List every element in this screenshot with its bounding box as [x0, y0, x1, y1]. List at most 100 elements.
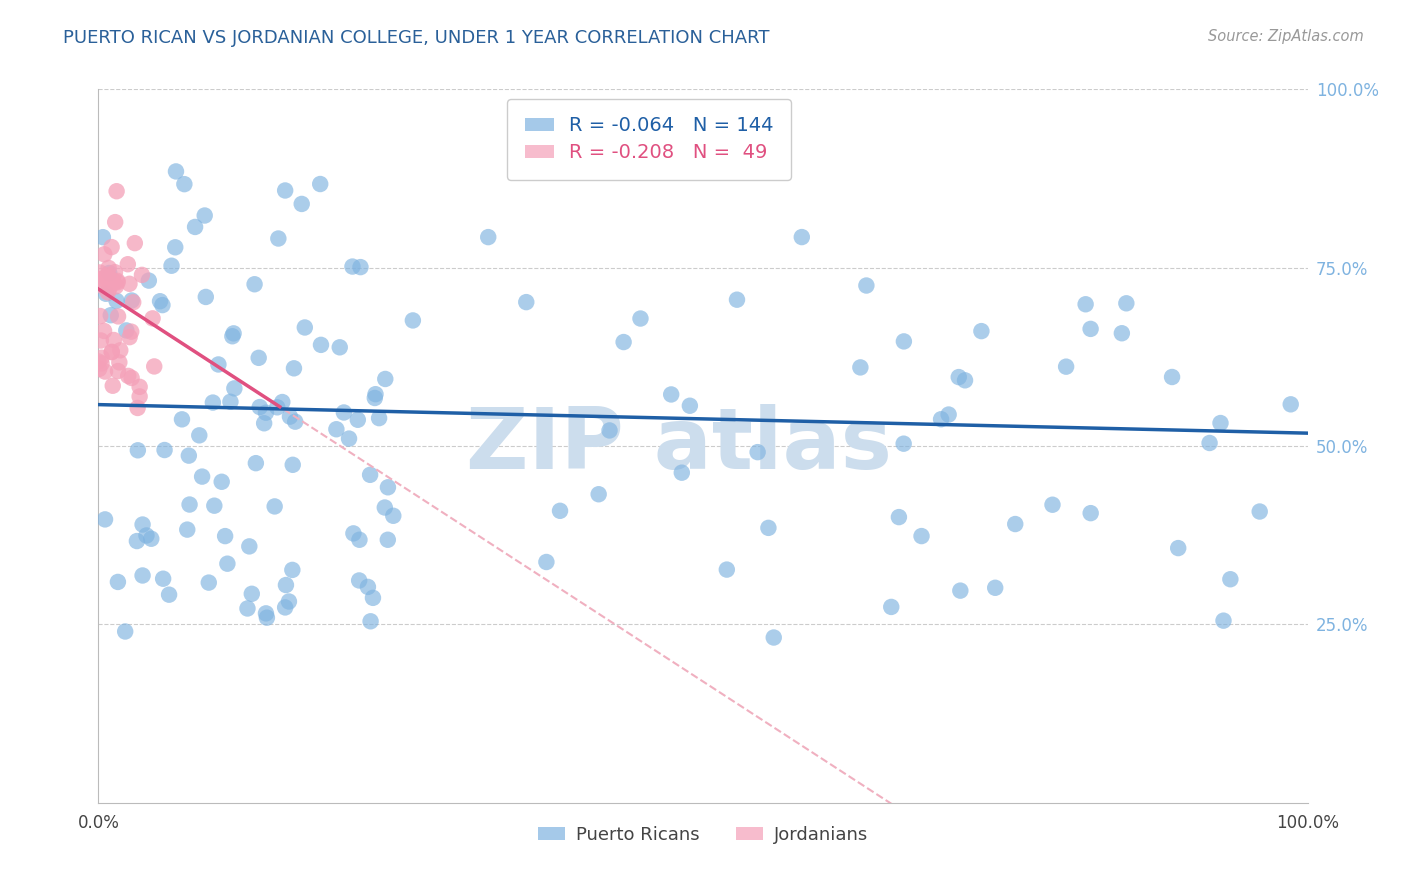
Point [329, 340, 352, 354]
Point [160, 259, 183, 273]
Point [121, 293, 143, 308]
Point [179, 498, 201, 512]
Point [202, 499, 225, 513]
Point [294, 320, 316, 334]
Point [274, 600, 297, 615]
Point [157, 588, 180, 602]
Text: PUERTO RICAN VS JORDANIAN COLLEGE, UNDER 1 YEAR CORRELATION CHART: PUERTO RICAN VS JORDANIAN COLLEGE, UNDER… [63, 29, 769, 46]
Point [1115, 296, 1137, 310]
Point [131, 517, 153, 532]
Point [361, 591, 384, 605]
Point [128, 389, 150, 403]
Point [128, 380, 150, 394]
Point [104, 215, 127, 229]
Point [333, 405, 356, 419]
Point [110, 343, 132, 358]
Point [1198, 436, 1220, 450]
Point [254, 607, 277, 621]
Point [117, 368, 139, 383]
Point [588, 487, 610, 501]
Point [90, 351, 112, 365]
Point [679, 399, 702, 413]
Point [89, 272, 111, 286]
Point [100, 240, 122, 254]
Point [194, 209, 217, 223]
Point [1219, 572, 1241, 586]
Point [131, 268, 153, 282]
Point [880, 599, 903, 614]
Point [671, 466, 693, 480]
Point [91, 230, 114, 244]
Point [115, 323, 138, 337]
Point [93, 247, 115, 261]
Point [337, 432, 360, 446]
Point [165, 240, 187, 254]
Point [236, 601, 259, 615]
Point [402, 313, 425, 327]
Point [274, 184, 297, 198]
Point [222, 326, 245, 341]
Point [207, 358, 229, 372]
Point [188, 428, 211, 442]
Point [247, 351, 270, 365]
Point [131, 568, 153, 582]
Point [284, 415, 307, 429]
Point [118, 330, 141, 344]
Point [211, 475, 233, 489]
Point [142, 311, 165, 326]
Point [90, 278, 112, 293]
Point [477, 230, 499, 244]
Point [105, 184, 128, 198]
Point [953, 373, 976, 387]
Point [107, 274, 129, 288]
Point [98, 283, 121, 297]
Point [283, 361, 305, 376]
Point [515, 295, 537, 310]
Point [217, 557, 239, 571]
Point [790, 230, 813, 244]
Point [377, 533, 399, 547]
Point [138, 274, 160, 288]
Point [1080, 322, 1102, 336]
Point [1111, 326, 1133, 341]
Point [177, 449, 200, 463]
Point [127, 401, 149, 415]
Point [90, 356, 112, 370]
Point [89, 309, 111, 323]
Point [89, 362, 111, 376]
Point [1080, 506, 1102, 520]
Point [91, 272, 114, 286]
Point [249, 400, 271, 414]
Point [325, 422, 347, 436]
Point [135, 528, 157, 542]
Point [1042, 498, 1064, 512]
Point [342, 526, 364, 541]
Text: Source: ZipAtlas.com: Source: ZipAtlas.com [1208, 29, 1364, 44]
Point [716, 563, 738, 577]
Point [281, 458, 304, 472]
Point [1249, 504, 1271, 518]
Point [143, 359, 166, 374]
Point [263, 500, 285, 514]
Point [929, 412, 952, 426]
Point [124, 236, 146, 251]
Point [1209, 416, 1232, 430]
Point [120, 325, 142, 339]
Point [970, 324, 993, 338]
Point [93, 324, 115, 338]
Point [548, 504, 571, 518]
Point [108, 355, 131, 369]
Point [122, 295, 145, 310]
Point [141, 532, 163, 546]
Point [1004, 516, 1026, 531]
Point [747, 445, 769, 459]
Point [349, 260, 371, 274]
Point [271, 395, 294, 409]
Point [1054, 359, 1077, 374]
Point [173, 177, 195, 191]
Point [94, 269, 117, 284]
Point [346, 413, 368, 427]
Point [938, 408, 960, 422]
Point [359, 467, 381, 482]
Point [243, 277, 266, 292]
